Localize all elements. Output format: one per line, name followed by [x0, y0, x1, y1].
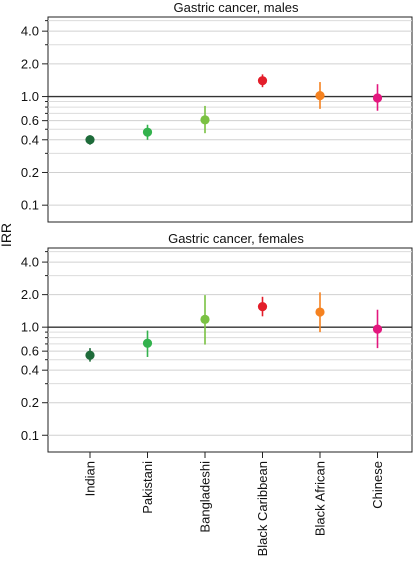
x-tick-label: Black African [313, 461, 328, 536]
y-tick-label: 0.6 [21, 113, 39, 128]
point-black-caribbean [257, 76, 268, 86]
x-tick-label: Indian [83, 461, 98, 496]
point-pakistani [142, 338, 153, 348]
point-chinese [372, 324, 383, 334]
y-tick-label: 0.2 [21, 165, 39, 180]
y-tick-label: 0.6 [21, 344, 39, 359]
panel-title: Gastric cancer, females [168, 231, 304, 246]
x-tick-label: Black Caribbean [255, 461, 270, 556]
y-tick-label: 0.2 [21, 395, 39, 410]
panel-frame [47, 247, 413, 453]
point-bangladeshi [200, 115, 210, 125]
y-tick-label: 0.1 [21, 428, 39, 443]
y-tick-label: 1.0 [21, 89, 39, 104]
point-black-african [315, 307, 325, 317]
x-tick-label: Chinese [370, 461, 385, 509]
panel-frame [47, 16, 413, 223]
y-axis-title: IRR [0, 223, 14, 247]
y-tick-label: 4.0 [21, 255, 39, 270]
point-black-caribbean [257, 301, 268, 312]
point-bangladeshi [200, 314, 210, 324]
x-tick-label: Bangladeshi [198, 461, 213, 533]
y-tick-label: 0.1 [21, 198, 39, 213]
point-indian [85, 135, 95, 145]
point-indian [85, 350, 95, 360]
point-pakistani [142, 127, 153, 137]
point-black-african [315, 91, 325, 101]
panel-title: Gastric cancer, males [174, 0, 299, 15]
x-tick-label: Pakistani [140, 461, 155, 514]
y-tick-label: 0.4 [21, 132, 39, 147]
y-tick-label: 2.0 [21, 56, 39, 71]
y-tick-label: 4.0 [21, 24, 39, 39]
point-chinese [372, 93, 383, 103]
y-tick-label: 1.0 [21, 320, 39, 335]
y-tick-label: 0.4 [21, 363, 39, 378]
y-tick-label: 2.0 [21, 287, 39, 302]
